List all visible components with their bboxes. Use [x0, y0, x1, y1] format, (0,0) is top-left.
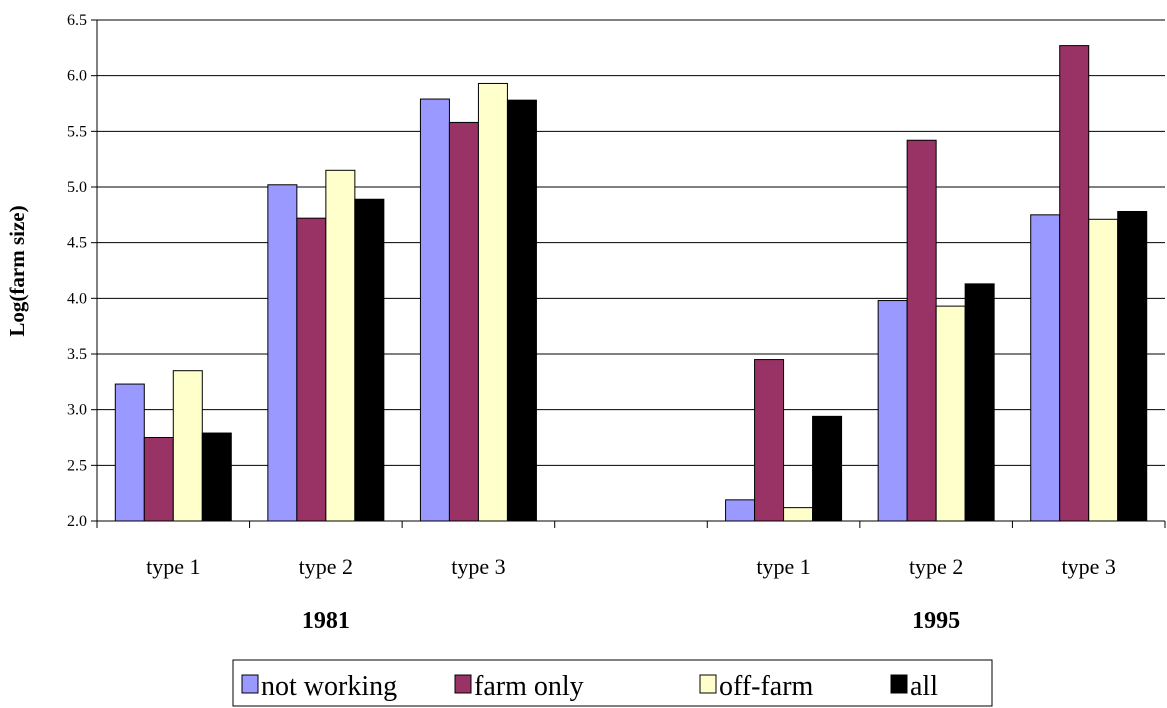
- bar-farm-only: [1059, 45, 1090, 522]
- bar-not-working: [267, 184, 298, 522]
- group-labels: 1981 1995: [302, 608, 960, 634]
- y-tick-labels: 2.0 2.5 3.0 3.5 4.0 4.5 5.0 5.5 6.0 6.5: [67, 12, 87, 530]
- x-tick-label: type 1: [146, 554, 200, 579]
- y-tick-label: 2.0: [67, 513, 87, 530]
- x-tick-label: type 3: [451, 554, 505, 579]
- bar-all: [964, 283, 995, 522]
- legend-swatch: [699, 674, 717, 694]
- legend: not working farm only off-farm all: [232, 659, 993, 707]
- axes: [91, 19, 1166, 528]
- x-tick-labels: type 1 type 2 type 3 type 1 type 2 type 3: [146, 554, 1116, 579]
- x-tick-label: type 2: [909, 554, 963, 579]
- bar-all: [506, 99, 537, 522]
- bar-farm-only: [906, 139, 937, 522]
- group-label: 1981: [302, 608, 350, 634]
- group-label: 1995: [912, 608, 960, 634]
- legend-swatch: [890, 674, 908, 694]
- y-tick-label: 6.0: [67, 68, 87, 85]
- legend-label: off-farm: [719, 671, 814, 702]
- bar-not-working: [877, 300, 908, 522]
- x-tick-label: type 2: [299, 554, 353, 579]
- bar-farm-only: [296, 217, 327, 522]
- bar-all: [201, 432, 232, 522]
- y-tick-label: 3.5: [67, 346, 87, 363]
- x-tick-label: type 1: [756, 554, 810, 579]
- bar-all: [1117, 210, 1148, 522]
- bar-off-farm: [935, 305, 966, 522]
- bar-all: [812, 415, 843, 522]
- y-tick-label: 5.5: [67, 123, 87, 140]
- bar-not-working: [1030, 214, 1061, 522]
- bar-off-farm: [783, 507, 814, 522]
- bar-off-farm: [172, 370, 203, 522]
- bar-not-working: [114, 383, 145, 522]
- legend-swatch: [454, 674, 472, 694]
- bar-farm-only: [448, 121, 479, 522]
- bar-off-farm: [325, 169, 356, 522]
- legend-label: not working: [261, 671, 397, 702]
- y-tick-label: 5.0: [67, 179, 87, 196]
- y-tick-label: 4.5: [67, 235, 87, 252]
- bar-not-working: [419, 98, 450, 522]
- x-tick-label: type 3: [1062, 554, 1116, 579]
- bar-farm-only: [754, 359, 785, 522]
- legend-box: [232, 659, 993, 707]
- legend-label: all: [910, 671, 938, 702]
- y-tick-label: 6.5: [67, 12, 87, 29]
- y-tick-label: 4.0: [67, 290, 87, 307]
- bar-farm-only: [143, 437, 174, 522]
- legend-label: farm only: [474, 671, 584, 702]
- bar-off-farm: [1088, 218, 1119, 522]
- bar-all: [354, 198, 385, 522]
- gridlines: [97, 19, 1165, 522]
- legend-swatch: [241, 674, 259, 694]
- y-tick-label: 3.0: [67, 402, 87, 419]
- y-tick-label: 2.5: [67, 457, 87, 474]
- bar-not-working: [725, 499, 756, 522]
- y-axis-label: Log(farm size): [5, 205, 29, 336]
- bars: [114, 45, 1148, 522]
- bar-off-farm: [477, 82, 508, 522]
